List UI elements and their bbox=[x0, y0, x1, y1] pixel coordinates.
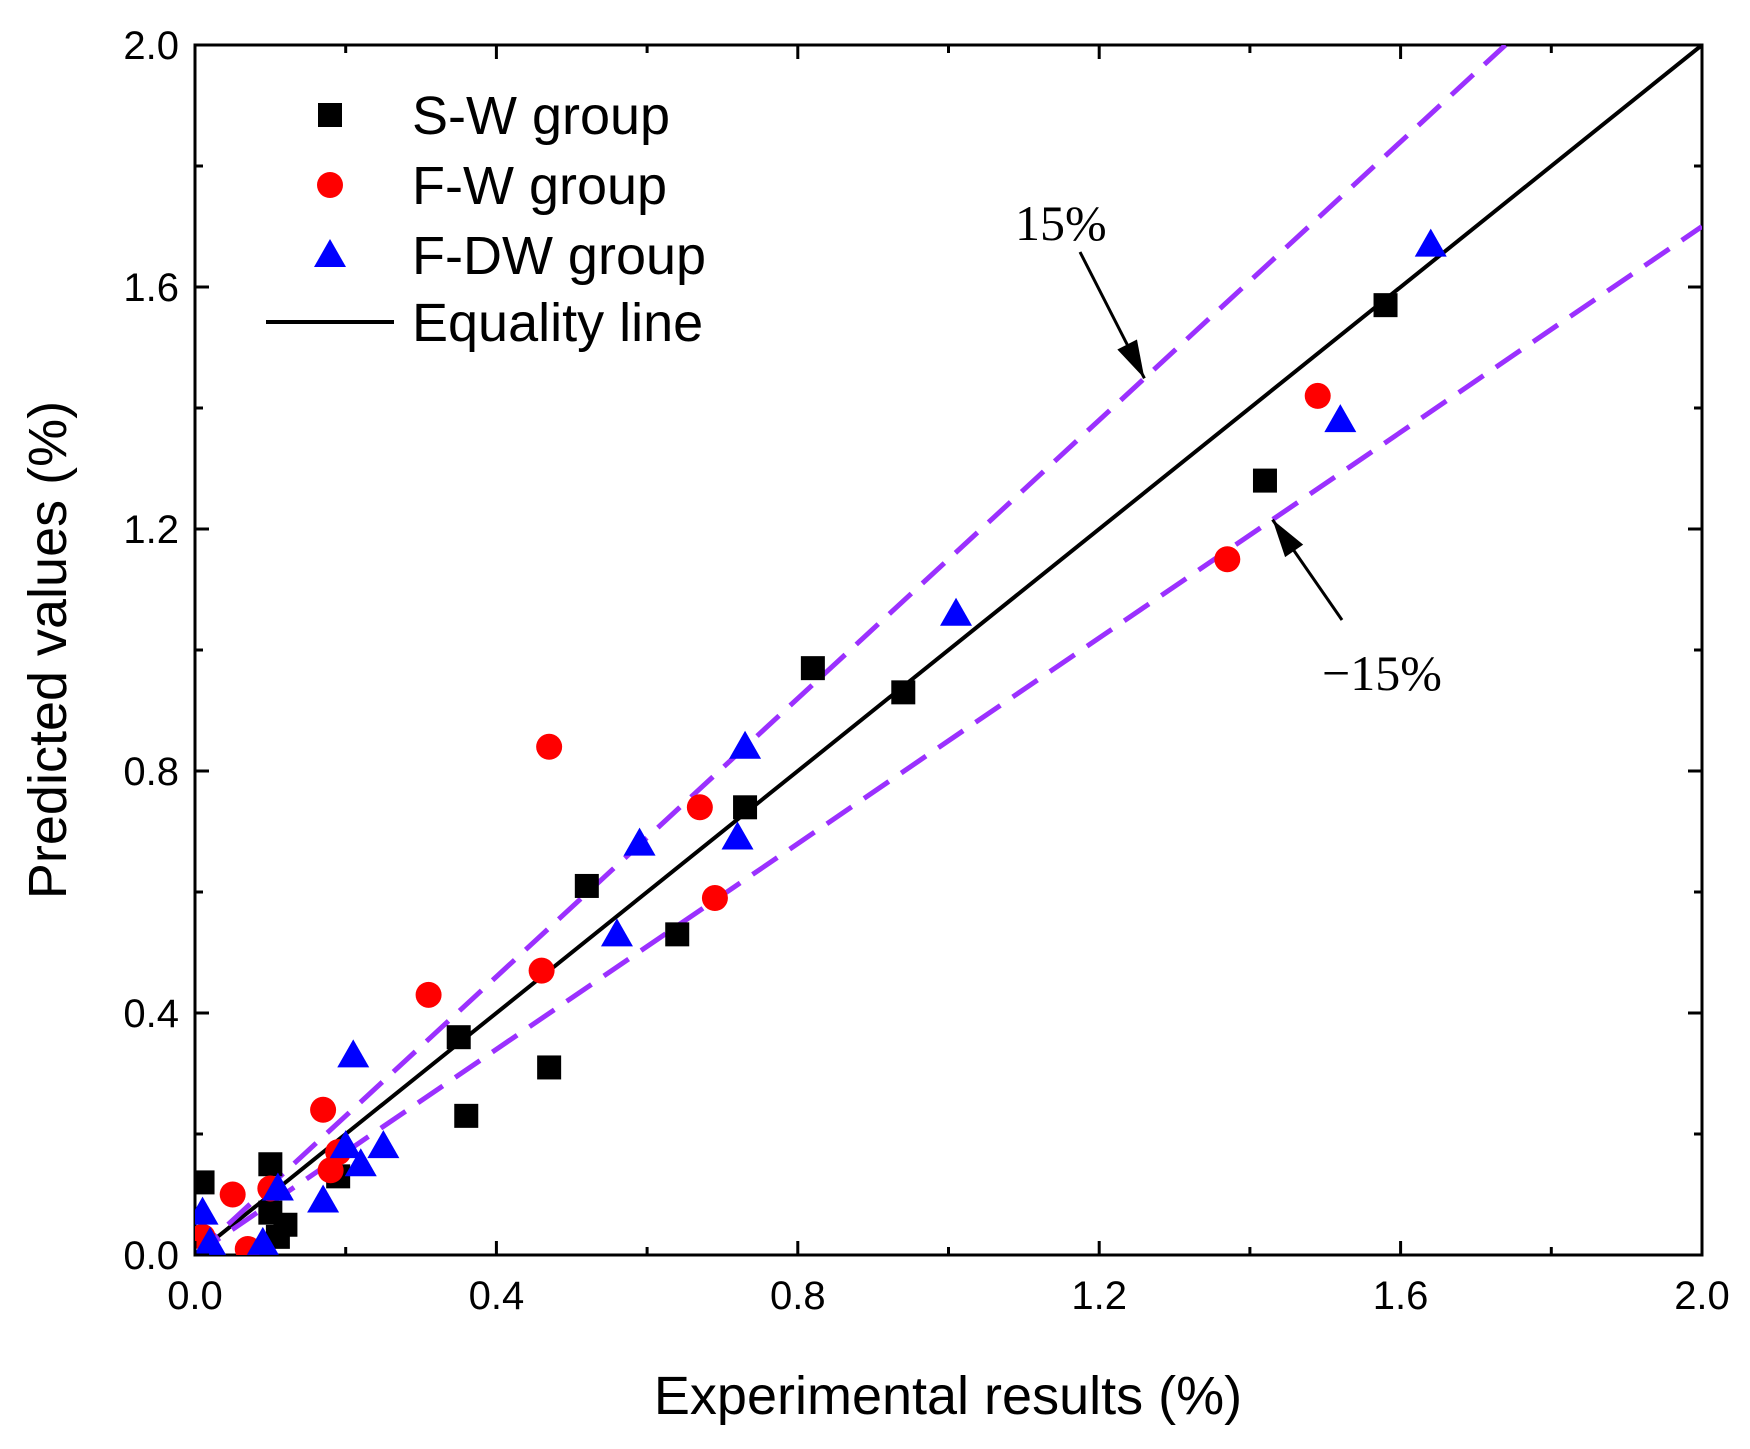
s-w-group-point bbox=[1373, 293, 1398, 318]
f-dw-group-point bbox=[367, 1130, 400, 1159]
f-w-group-point bbox=[536, 733, 563, 760]
legend-label: F-W group bbox=[412, 156, 667, 216]
f-w-group-point bbox=[686, 794, 713, 821]
f-dw-group-point bbox=[721, 821, 754, 850]
reference-lines bbox=[195, 45, 1702, 1255]
s-w-group-point bbox=[446, 1025, 471, 1050]
s-w-group-point bbox=[574, 873, 599, 898]
x-tick-label: 0.0 bbox=[167, 1274, 223, 1318]
annotation-lower-label: −15% bbox=[1322, 645, 1442, 701]
f-dw-group-point bbox=[329, 1130, 362, 1159]
y-tick-label: 0.8 bbox=[123, 750, 179, 794]
legend-marker bbox=[314, 239, 346, 267]
f-dw-group-point bbox=[261, 1172, 294, 1201]
f-dw-group-point bbox=[195, 1226, 227, 1255]
s-w-group-point bbox=[800, 656, 825, 681]
annotation-upper-label: 15% bbox=[1015, 195, 1107, 251]
data-points bbox=[195, 228, 1447, 1255]
y-axis-title: Predicted values (%) bbox=[18, 401, 78, 899]
s-w-group-point bbox=[537, 1055, 562, 1080]
f-dw-group-point bbox=[307, 1184, 340, 1213]
legend-marker bbox=[318, 103, 342, 127]
f-w-group-point bbox=[1214, 546, 1241, 573]
x-axis-title: Experimental results (%) bbox=[654, 1366, 1242, 1426]
legend-label: Equality line bbox=[412, 293, 703, 353]
s-w-group-point bbox=[891, 680, 916, 705]
axis-ticks: 0.00.0 0.4 0.4 0.8 0.8 1.2 1.2 1.6 1.6 2.0 2.0 bbox=[123, 24, 1729, 1318]
s-w-group-point bbox=[1252, 468, 1277, 493]
x-tick-label: 2.0 bbox=[1674, 1274, 1730, 1318]
f-dw-group-point bbox=[337, 1039, 370, 1068]
s-w-group-point bbox=[195, 1170, 215, 1195]
legend-label: S-W group bbox=[412, 86, 670, 146]
x-tick-label: 0.8 bbox=[770, 1274, 826, 1318]
f-dw-group-point bbox=[600, 918, 633, 947]
f-dw-group-point bbox=[344, 1148, 377, 1177]
annotation-upper-arrow-head bbox=[1117, 339, 1145, 379]
upper-bound-line bbox=[195, 45, 1508, 1255]
f-w-group-point bbox=[310, 1096, 337, 1123]
annotation-lower-arrow-head bbox=[1272, 519, 1304, 558]
annotations: 15% −15% bbox=[1015, 195, 1442, 701]
f-dw-group-point bbox=[940, 597, 973, 626]
f-dw-group-point bbox=[729, 730, 762, 759]
s-w-group-point bbox=[665, 922, 690, 947]
lower-bound-line bbox=[195, 224, 1702, 1255]
s-w-group-point bbox=[733, 795, 758, 820]
f-w-group-point bbox=[528, 957, 555, 984]
y-tick-label: 1.2 bbox=[123, 508, 179, 552]
legend: S-W group F-W group F-DW group Equality lin… bbox=[266, 86, 706, 353]
f-w-group-point bbox=[415, 981, 442, 1008]
y-tick-label: 2.0 bbox=[123, 24, 179, 68]
s-w-group-point bbox=[454, 1103, 479, 1128]
s-w-group-point bbox=[258, 1152, 283, 1177]
y-tick-label: 0.0 bbox=[123, 1234, 179, 1278]
f-w-group-point bbox=[1304, 382, 1331, 409]
y-tick-label: 0.4 bbox=[123, 992, 179, 1036]
f-dw-group-point bbox=[246, 1226, 279, 1255]
legend-label: F-DW group bbox=[412, 226, 706, 286]
f-dw-group-point bbox=[1324, 404, 1357, 433]
x-tick-label: 1.2 bbox=[1071, 1274, 1127, 1318]
equality-line bbox=[195, 45, 1702, 1255]
x-tick-label: 1.6 bbox=[1373, 1274, 1429, 1318]
f-dw-group-point bbox=[195, 1196, 219, 1225]
f-w-group-point bbox=[701, 885, 728, 912]
y-tick-label: 1.6 bbox=[123, 266, 179, 310]
f-dw-group-point bbox=[623, 827, 656, 856]
legend-marker bbox=[317, 172, 343, 198]
f-w-group-point bbox=[219, 1181, 246, 1208]
f-dw-group-point bbox=[1414, 228, 1447, 257]
x-tick-label: 0.4 bbox=[469, 1274, 525, 1318]
